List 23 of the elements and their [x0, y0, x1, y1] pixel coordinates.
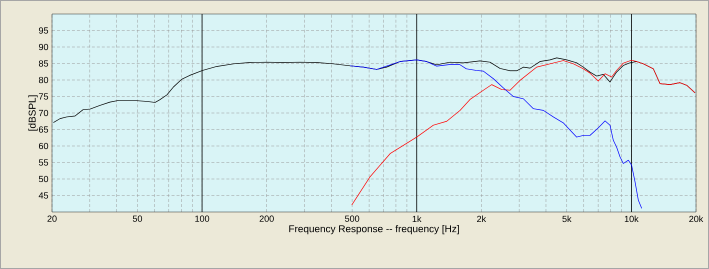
- y-tick-label: 85: [38, 60, 48, 67]
- x-tick-label: 100: [195, 216, 210, 222]
- y-tick-label: 90: [38, 44, 48, 50]
- y-tick-label: 75: [38, 93, 48, 100]
- y-tick-label: 55: [38, 159, 48, 166]
- x-tick-label: 2k: [477, 216, 486, 222]
- x-tick-label: 10k: [624, 216, 639, 222]
- x-tick-label: 1k: [412, 216, 422, 222]
- y-axis-title: [dBSPL]: [28, 95, 38, 131]
- y-tick-label: 70: [38, 110, 48, 116]
- y-tick-label: 50: [38, 176, 48, 182]
- x-tick-label: 200: [260, 216, 274, 222]
- y-tick-label: 80: [38, 76, 48, 84]
- y-tick-label: 60: [38, 142, 48, 150]
- x-tick-label: 20: [47, 216, 57, 222]
- y-tick-label: 95: [38, 27, 48, 34]
- y-tick-label: 45: [38, 192, 48, 199]
- x-axis-title: Frequency Response -- frequency [Hz]: [289, 224, 459, 234]
- x-tick-label: 500: [344, 216, 360, 222]
- x-tick-label: 5k: [562, 216, 572, 222]
- x-tick-label: 20k: [689, 216, 704, 222]
- y-tick-label: 65: [38, 126, 48, 133]
- x-tick-label: 50: [132, 216, 142, 222]
